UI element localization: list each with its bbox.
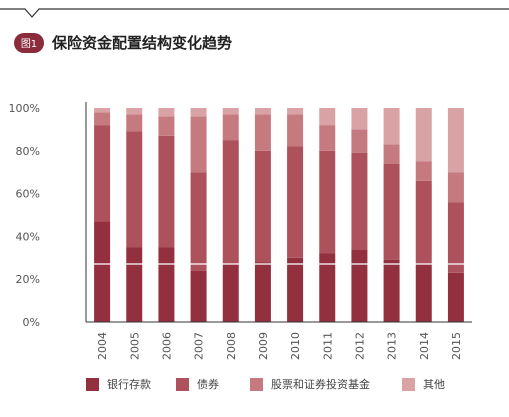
legend-swatch <box>402 377 415 391</box>
bar-segment <box>254 150 271 263</box>
bar-segment <box>319 150 336 254</box>
legend-item: 股票和证券投资基金 <box>250 376 370 392</box>
bar-segment <box>222 108 239 115</box>
chart-title: 保险资金配置结构变化趋势 <box>52 34 233 52</box>
legend-swatch <box>86 377 99 391</box>
bar-segment <box>190 172 207 271</box>
bar-segment <box>447 272 464 322</box>
x-tick-label: 2015 <box>450 332 463 360</box>
bar-segment <box>447 202 464 273</box>
bar-segment <box>190 116 207 173</box>
legend-item: 其他 <box>402 376 445 392</box>
x-tick-label: 2007 <box>193 332 206 360</box>
legend-item: 银行存款 <box>86 376 151 392</box>
bar-segment <box>447 172 464 203</box>
bar-segment <box>190 270 207 322</box>
bar-segment <box>351 249 368 322</box>
bar-segment <box>222 114 239 141</box>
bar-segment <box>222 264 239 322</box>
x-tick-label: 2014 <box>418 332 431 360</box>
x-tick-label: 2004 <box>96 332 109 360</box>
bar-segment <box>126 131 143 248</box>
y-tick-label: 40% <box>16 230 40 243</box>
bar-segment <box>351 129 368 153</box>
bar-segment <box>158 247 175 322</box>
bar-segment <box>415 264 432 322</box>
y-tick-label: 20% <box>16 273 40 286</box>
x-tick-label: 2012 <box>353 332 366 360</box>
y-tick-label: 60% <box>16 188 40 201</box>
chart-legend: 银行存款 债券 股票和证券投资基金 其他 <box>0 376 509 406</box>
bar-segment <box>383 108 400 145</box>
bar-segment <box>126 108 143 115</box>
bar-segment <box>319 125 336 151</box>
bar-segment <box>158 108 175 117</box>
bar-segment <box>447 108 464 173</box>
x-tick-label: 2006 <box>160 332 173 360</box>
bar-segment <box>287 146 304 258</box>
y-tick-label: 100% <box>9 102 40 115</box>
x-tick-label: 2010 <box>289 332 302 360</box>
bar-segment <box>126 247 143 322</box>
bar-segment <box>94 125 111 222</box>
legend-swatch <box>250 377 263 391</box>
x-tick-label: 2009 <box>257 332 270 360</box>
legend-item: 债券 <box>176 376 219 392</box>
bar-segment <box>383 163 400 260</box>
bar-segment <box>383 144 400 164</box>
bar-segment <box>351 108 368 130</box>
legend-label: 股票和证券投资基金 <box>271 378 370 391</box>
bar-segment <box>94 108 111 113</box>
bar-segment <box>383 259 400 322</box>
bar-segment <box>415 180 432 265</box>
x-tick-label: 2013 <box>386 332 399 360</box>
bar-segment <box>222 140 239 265</box>
bar-segment <box>287 114 304 147</box>
bar-segment <box>351 152 368 250</box>
header-rule <box>0 8 509 18</box>
x-tick-label: 2008 <box>225 332 238 360</box>
bar-segment <box>190 108 207 117</box>
bar-segment <box>254 108 271 115</box>
chart-header: 图1 保险资金配置结构变化趋势 <box>14 32 232 53</box>
bar-segment <box>415 108 432 162</box>
stacked-bar-chart: 0% 20% 40% 60% 80% 100% 2004 2005 2006 2007 2008 20… <box>9 102 474 360</box>
bar-segment <box>158 116 175 136</box>
x-tick-label: 2005 <box>128 332 141 360</box>
bar-segment <box>94 112 111 126</box>
bar-segment <box>319 253 336 322</box>
bar-segment <box>126 114 143 132</box>
bar-segment <box>287 257 304 322</box>
bar-segment <box>287 108 304 115</box>
x-tick-label: 2011 <box>321 332 334 360</box>
y-tick-label: 80% <box>16 145 40 158</box>
y-tick-label: 0% <box>23 316 40 329</box>
legend-swatch <box>176 377 189 391</box>
legend-label: 其他 <box>423 378 445 391</box>
figure-badge: 图1 <box>14 32 44 53</box>
bar-segment <box>415 161 432 181</box>
bar-segment <box>158 135 175 248</box>
bar-segment <box>94 221 111 322</box>
bar-segment <box>254 114 271 151</box>
legend-label: 债券 <box>197 378 219 391</box>
legend-label: 银行存款 <box>107 378 151 391</box>
bar-segment <box>319 108 336 126</box>
bar-segment <box>254 262 271 322</box>
